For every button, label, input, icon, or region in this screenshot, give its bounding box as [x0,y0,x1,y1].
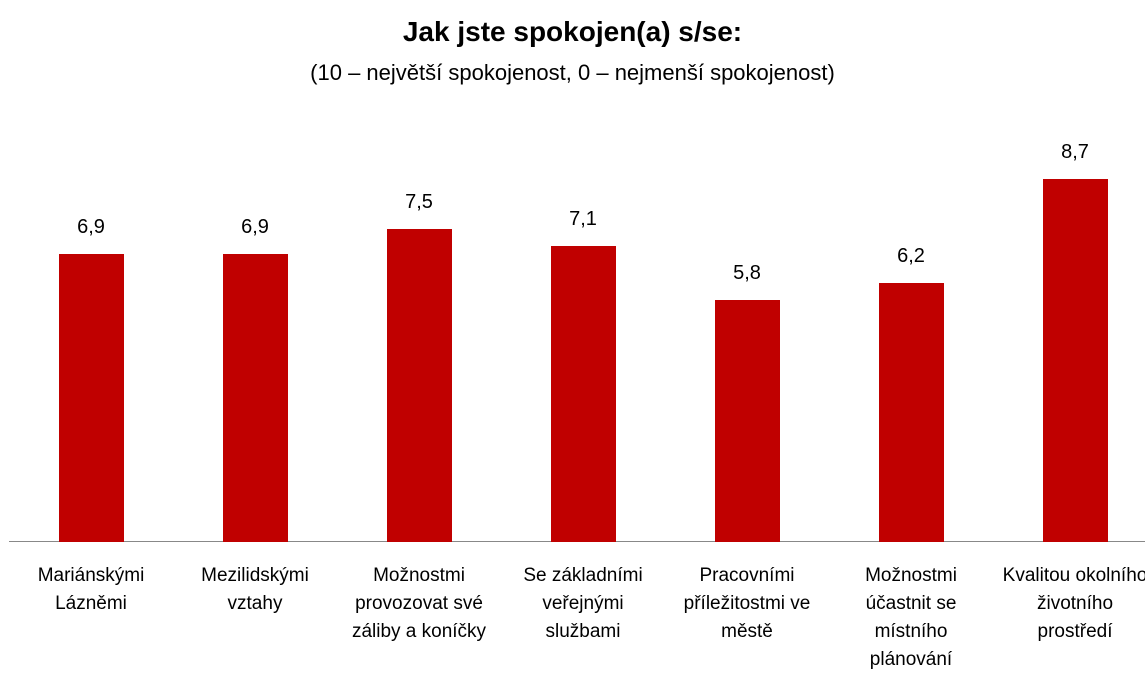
bar [58,254,124,542]
bar [550,245,616,542]
data-label: 8,7 [1061,141,1089,163]
data-label: 5,8 [733,262,761,284]
x-tick-label: Mariánskými Lázněmi [37,565,145,614]
bar [386,229,452,542]
x-tick-label: Mezilidskými vztahy [201,565,309,614]
x-tick-label: Se základními veřejnými službami [523,565,643,642]
data-label: 7,5 [405,191,433,214]
x-tick-label: Možnostmi provozovat své záliby a koníčk… [351,565,487,642]
x-tick-label: Pracovními příležitostmi ve městě [683,565,811,642]
bar [1042,179,1108,542]
data-label: 6,9 [77,216,105,239]
x-tick-label: Kvalitou okolního životního prostředí [1002,565,1145,642]
x-tick-label: Možnostmi účastnit se místního plánování [865,565,957,670]
chart-subtitle: (10 – největší spokojenost, 0 – nejmenší… [310,60,835,85]
data-label: 6,2 [897,245,925,268]
bar [878,283,944,542]
chart-title: Jak jste spokojen(a) s/se: [402,16,743,47]
data-label: 6,9 [241,216,269,239]
data-label: 7,1 [569,207,597,230]
bar [222,254,288,542]
bar [714,300,780,542]
